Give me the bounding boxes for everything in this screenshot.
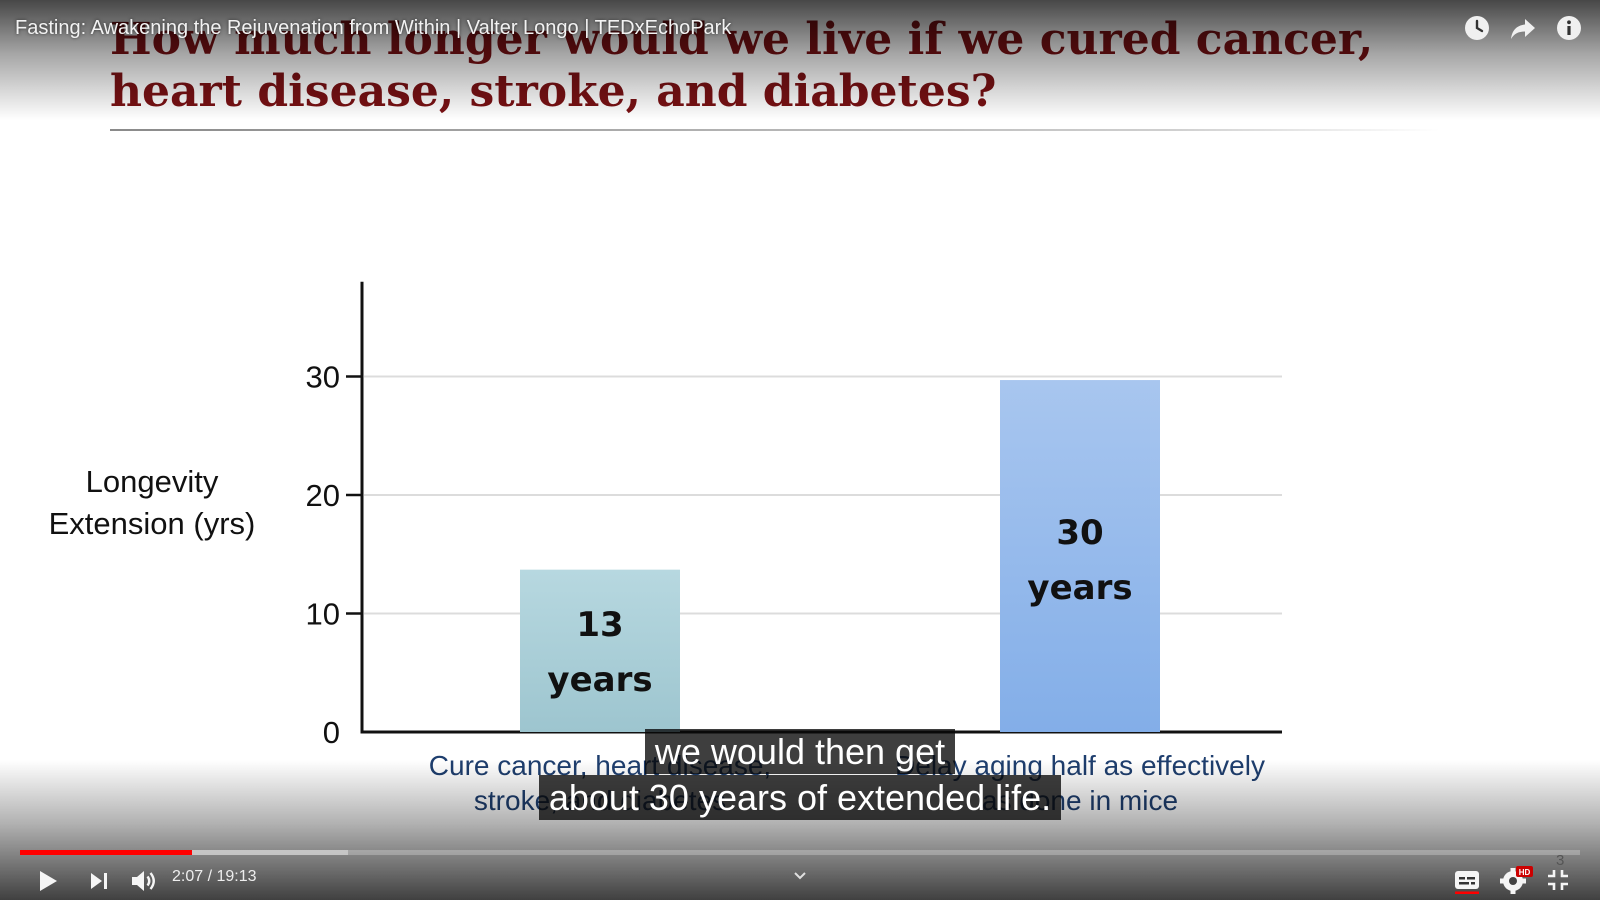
slide-page-number: 3 (1556, 852, 1565, 869)
chevron-down-icon[interactable] (793, 871, 807, 881)
caption-line-2: about 30 years of extended life. (538, 775, 1062, 820)
y-tick-label: 10 (306, 597, 340, 632)
y-tick-label: 20 (306, 478, 340, 513)
hd-badge (1516, 866, 1533, 877)
hd-badge-label: HD (1519, 868, 1531, 877)
watch-later-icon[interactable] (1464, 15, 1490, 41)
y-axis-label: Longevity (86, 464, 219, 499)
play-icon[interactable] (36, 869, 60, 893)
y-tick-label: 0 (323, 715, 340, 750)
caption-window: we would then get (0, 729, 1600, 774)
bar-data-label: 13 (576, 605, 623, 645)
bar (1000, 380, 1160, 732)
next-icon[interactable] (88, 870, 110, 892)
subtitles-icon[interactable] (1454, 868, 1480, 894)
caption-line-1: we would then get (644, 729, 956, 774)
bar (520, 569, 680, 732)
exit-fullscreen-icon[interactable] (1546, 868, 1570, 892)
slide-divider (110, 129, 1440, 131)
info-icon[interactable] (1556, 15, 1582, 41)
volume-icon[interactable] (130, 868, 158, 894)
progress-bar[interactable] (20, 850, 1580, 855)
bar-data-label: 30 (1056, 513, 1103, 553)
caption-window-2: about 30 years of extended life. (0, 775, 1600, 820)
settings-icon[interactable]: HD (1500, 865, 1534, 895)
y-tick-label: 30 (306, 360, 340, 395)
bar-data-label: years (547, 660, 652, 700)
video-title[interactable]: Fasting: Awakening the Rejuvenation from… (15, 17, 732, 39)
top-icons (1464, 15, 1582, 41)
y-axis-label: Extension (yrs) (49, 506, 256, 541)
bar-data-label: years (1027, 568, 1132, 608)
progress-played (20, 850, 192, 855)
share-icon[interactable] (1510, 15, 1536, 41)
time-display: 2:07 / 19:13 (172, 868, 257, 885)
